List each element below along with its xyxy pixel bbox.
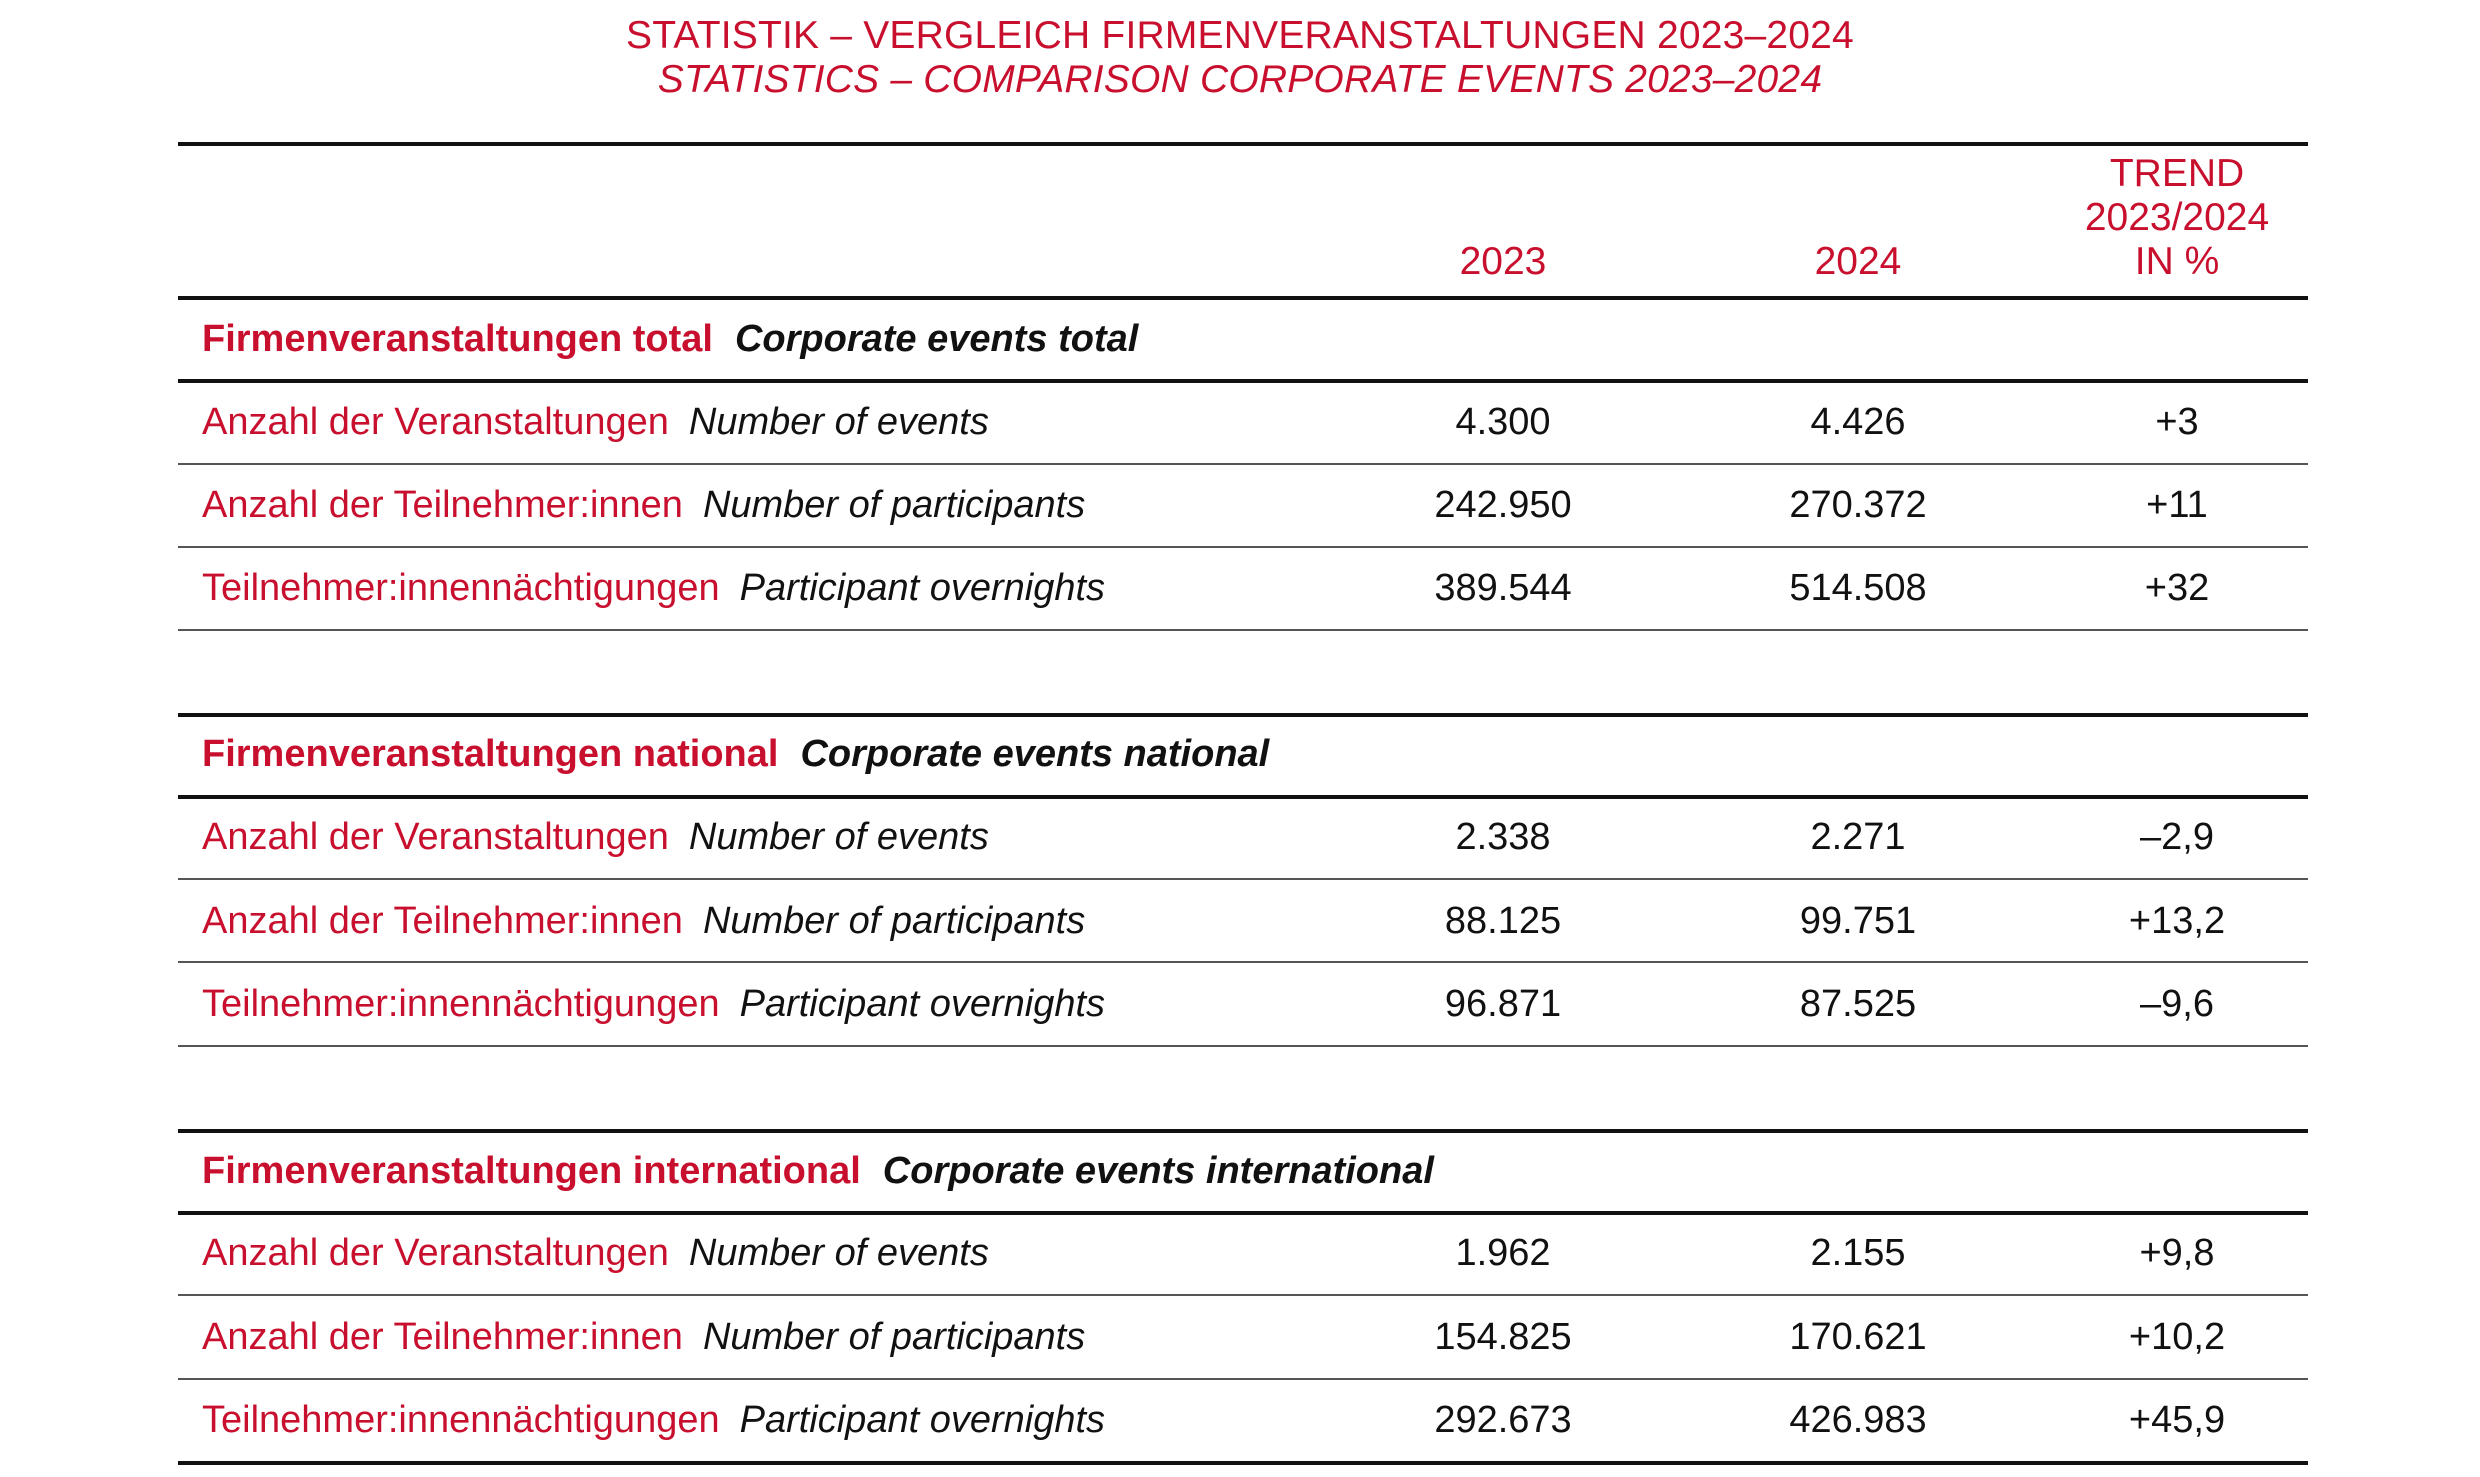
cell-trend: +32 — [2144, 567, 2210, 609]
section-title-en: Corporate events international — [882, 1150, 1434, 1192]
table-bottom-rule — [178, 1461, 2308, 1465]
cell-2024: 99.751 — [1799, 900, 1917, 942]
cell-2024: 2.271 — [1810, 816, 1906, 858]
table-row-label: Anzahl der Veranstaltungen Number of even… — [202, 401, 989, 444]
row-rule — [178, 1378, 2308, 1380]
cell-trend: +13,2 — [2128, 900, 2226, 942]
section-top-rule — [178, 1129, 2308, 1133]
row-rule — [178, 629, 2308, 631]
section-title-de: Firmenveranstaltungen national — [202, 733, 779, 775]
row-rule — [178, 546, 2308, 548]
row-label-en: Participant overnights — [739, 567, 1106, 609]
row-label-de: Teilnehmer:innennächtigungen — [202, 1399, 720, 1441]
section-title-de: Firmenveranstaltungen international — [202, 1150, 861, 1192]
cell-2024: 514.508 — [1789, 567, 1927, 609]
column-header-2024: 2024 — [1814, 240, 1902, 283]
cell-trend: +45,9 — [2128, 1399, 2226, 1441]
cell-trend: +3 — [2155, 401, 2199, 443]
section-title-en: Corporate events total — [734, 318, 1139, 360]
trend-header-line3: IN % — [2134, 240, 2220, 283]
table-row-label: Anzahl der Teilnehmer:innen Number of par… — [202, 484, 1085, 527]
cell-2023: 154.825 — [1434, 1316, 1572, 1358]
row-label-en: Number of participants — [702, 1316, 1086, 1358]
cell-trend: –9,6 — [2140, 983, 2214, 1025]
section-rule — [178, 379, 2308, 383]
cell-2023: 242.950 — [1434, 484, 1572, 526]
row-rule — [178, 463, 2308, 465]
row-label-de: Anzahl der Veranstaltungen — [202, 1232, 669, 1274]
header-bottom-rule — [178, 296, 2308, 300]
row-label-de: Anzahl der Veranstaltungen — [202, 816, 669, 858]
cell-trend: –2,9 — [2140, 816, 2214, 858]
table-row-label: Anzahl der Veranstaltungen Number of even… — [202, 816, 989, 859]
cell-2023: 1.962 — [1455, 1232, 1551, 1274]
trend-header-line1: TREND — [2109, 152, 2245, 195]
cell-2024: 2.155 — [1810, 1232, 1906, 1274]
column-header-trend: TREND 2023/2024 IN % — [2027, 152, 2327, 284]
row-label-en: Number of participants — [702, 900, 1086, 942]
cell-2023: 2.338 — [1455, 816, 1551, 858]
cell-2023: 88.125 — [1444, 900, 1562, 942]
cell-trend: +9,8 — [2139, 1232, 2215, 1274]
row-label-de: Anzahl der Veranstaltungen — [202, 401, 669, 443]
section-title-en: Corporate events national — [800, 733, 1270, 775]
page-title: STATISTIK – VERGLEICH FIRMENVERANSTALTUN… — [626, 14, 1854, 57]
section-title-international: Firmenveranstaltungen international Corpo… — [202, 1150, 1434, 1193]
row-rule — [178, 1045, 2308, 1047]
cell-2024: 270.372 — [1789, 484, 1927, 526]
row-label-en: Number of participants — [702, 484, 1086, 526]
cell-2023: 96.871 — [1444, 983, 1562, 1025]
table-row-label: Anzahl der Teilnehmer:innen Number of par… — [202, 1316, 1085, 1359]
row-rule — [178, 1294, 2308, 1296]
row-label-en: Number of events — [688, 401, 989, 443]
cell-2024: 87.525 — [1799, 983, 1917, 1025]
cell-trend: +11 — [2146, 484, 2208, 526]
row-label-en: Number of events — [688, 1232, 989, 1274]
row-label-de: Teilnehmer:innennächtigungen — [202, 983, 720, 1025]
cell-2023: 292.673 — [1434, 1399, 1572, 1441]
section-title-national: Firmenveranstaltungen national Corporate … — [202, 733, 1269, 776]
table-row-label: Anzahl der Veranstaltungen Number of even… — [202, 1232, 989, 1275]
cell-2024: 170.621 — [1789, 1316, 1927, 1358]
cell-2023: 389.544 — [1434, 567, 1572, 609]
table-top-rule — [178, 142, 2308, 146]
section-top-rule — [178, 713, 2308, 717]
table-row-label: Teilnehmer:innennächtigungen Participant … — [202, 567, 1105, 610]
cell-2024: 426.983 — [1789, 1399, 1927, 1441]
cell-2024: 4.426 — [1810, 401, 1906, 443]
column-header-2023: 2023 — [1459, 240, 1547, 283]
trend-header-line2: 2023/2024 — [2084, 196, 2270, 239]
table-row-label: Teilnehmer:innennächtigungen Participant … — [202, 983, 1105, 1026]
row-label-de: Anzahl der Teilnehmer:innen — [202, 484, 683, 526]
row-rule — [178, 961, 2308, 963]
row-label-de: Anzahl der Teilnehmer:innen — [202, 900, 683, 942]
table-row-label: Anzahl der Teilnehmer:innen Number of par… — [202, 900, 1085, 943]
section-rule — [178, 1211, 2308, 1215]
cell-trend: +10,2 — [2128, 1316, 2226, 1358]
section-title-total: Firmenveranstaltungen total Corporate eve… — [202, 318, 1138, 361]
table-row-label: Teilnehmer:innennächtigungen Participant … — [202, 1399, 1105, 1442]
page-subtitle: STATISTICS – COMPARISON CORPORATE EVENTS… — [657, 58, 1823, 101]
row-label-de: Anzahl der Teilnehmer:innen — [202, 1316, 683, 1358]
row-label-en: Participant overnights — [739, 983, 1106, 1025]
cell-2023: 4.300 — [1455, 401, 1551, 443]
row-label-en: Number of events — [688, 816, 989, 858]
row-rule — [178, 878, 2308, 880]
section-title-de: Firmenveranstaltungen total — [202, 318, 713, 360]
section-rule — [178, 795, 2308, 799]
row-label-de: Teilnehmer:innennächtigungen — [202, 567, 720, 609]
row-label-en: Participant overnights — [739, 1399, 1106, 1441]
